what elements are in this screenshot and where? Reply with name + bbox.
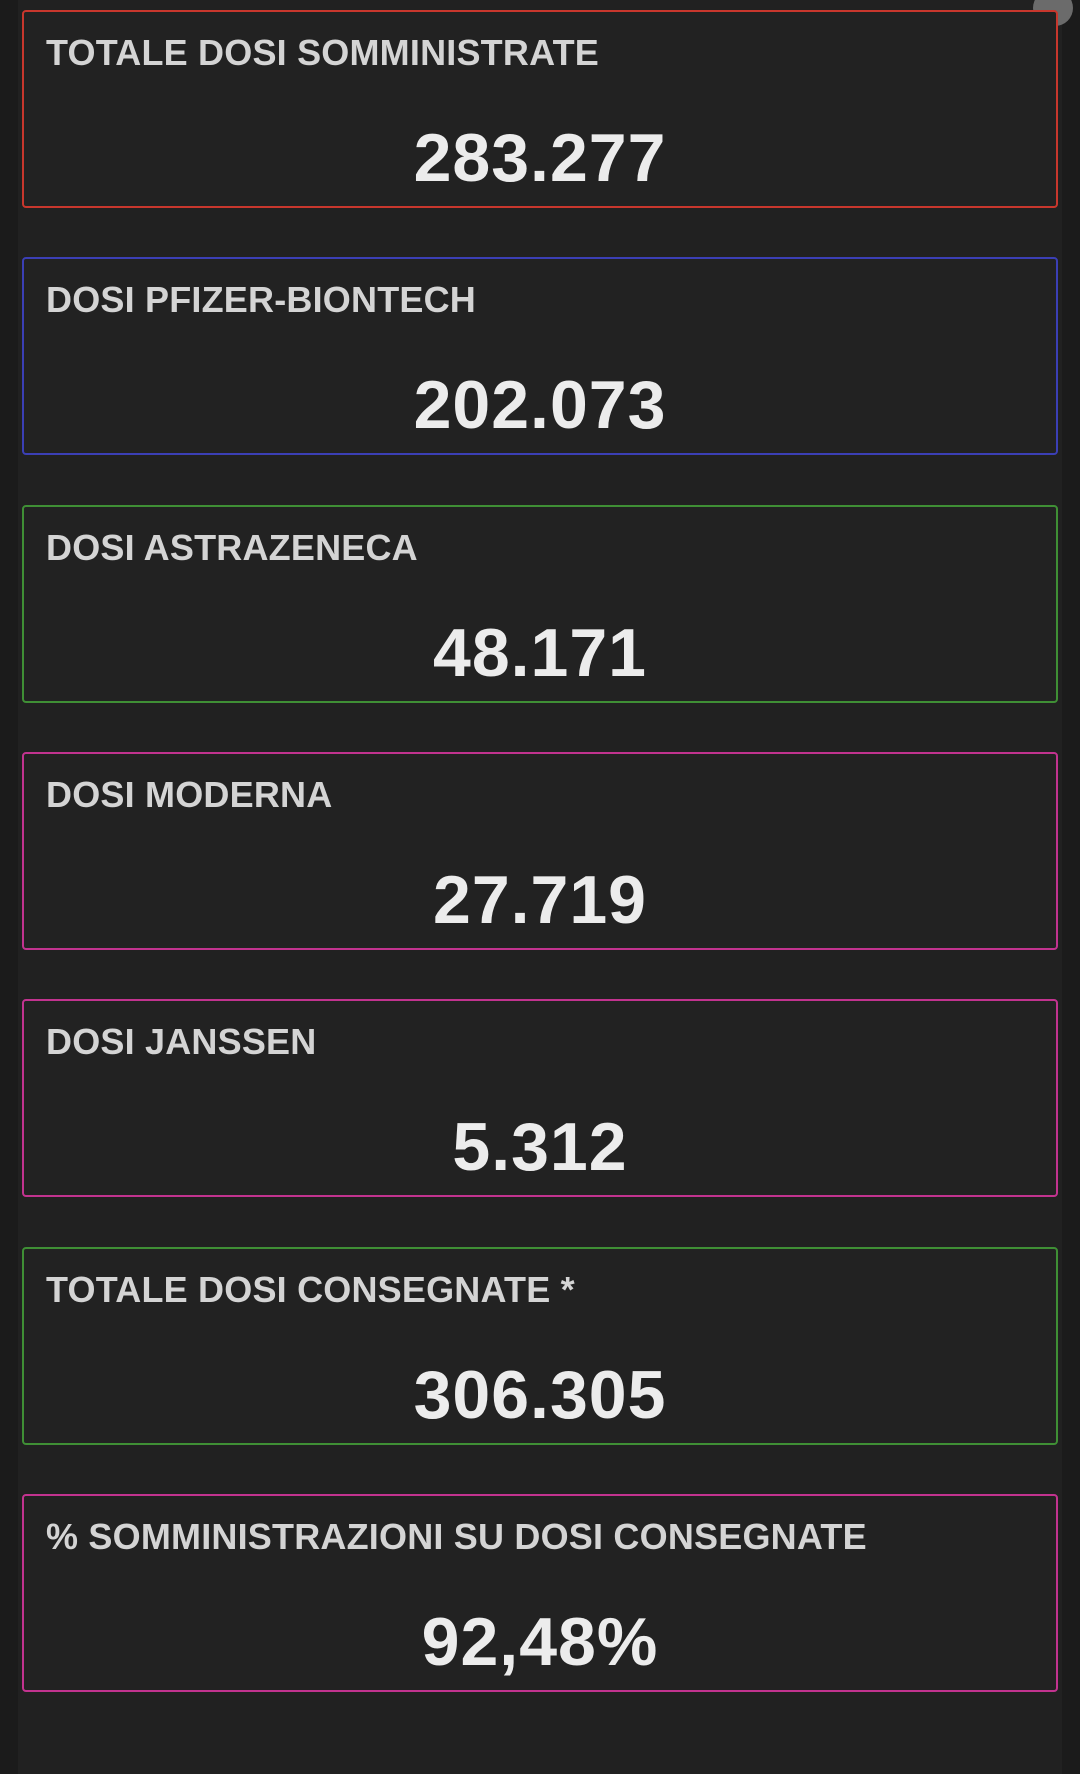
card-dosi-moderna: DOSI MODERNA 27.719	[22, 752, 1058, 950]
card-dosi-pfizer-biontech: DOSI PFIZER-BIONTECH 202.073	[22, 257, 1058, 455]
card-value: 306.305	[413, 1357, 667, 1433]
card-label: DOSI JANSSEN	[46, 1021, 317, 1062]
card-value: 283.277	[413, 120, 667, 196]
card-dosi-janssen: DOSI JANSSEN 5.312	[22, 999, 1058, 1197]
card-label: DOSI PFIZER-BIONTECH	[46, 279, 477, 320]
card-value: 5.312	[452, 1109, 628, 1185]
card-value: 48.171	[433, 615, 647, 691]
card-label: % SOMMINISTRAZIONI SU DOSI CONSEGNATE	[46, 1516, 867, 1557]
card-percentuale-somministrazioni: % SOMMINISTRAZIONI SU DOSI CONSEGNATE 92…	[22, 1494, 1058, 1692]
card-value: 27.719	[433, 862, 647, 938]
left-gutter	[0, 0, 18, 1774]
scrollbar-track[interactable]	[1062, 0, 1080, 1774]
card-totale-dosi-somministrate: TOTALE DOSI SOMMINISTRATE 283.277	[22, 10, 1058, 208]
card-value: 202.073	[413, 367, 667, 443]
card-value: 92,48%	[421, 1604, 659, 1680]
card-dosi-astrazeneca: DOSI ASTRAZENECA 48.171	[22, 505, 1058, 703]
card-label: DOSI ASTRAZENECA	[46, 527, 418, 568]
card-label: DOSI MODERNA	[46, 774, 333, 815]
card-totale-dosi-consegnate: TOTALE DOSI CONSEGNATE * 306.305	[22, 1247, 1058, 1445]
card-label: TOTALE DOSI SOMMINISTRATE	[46, 32, 599, 73]
card-label: TOTALE DOSI CONSEGNATE *	[46, 1269, 575, 1310]
